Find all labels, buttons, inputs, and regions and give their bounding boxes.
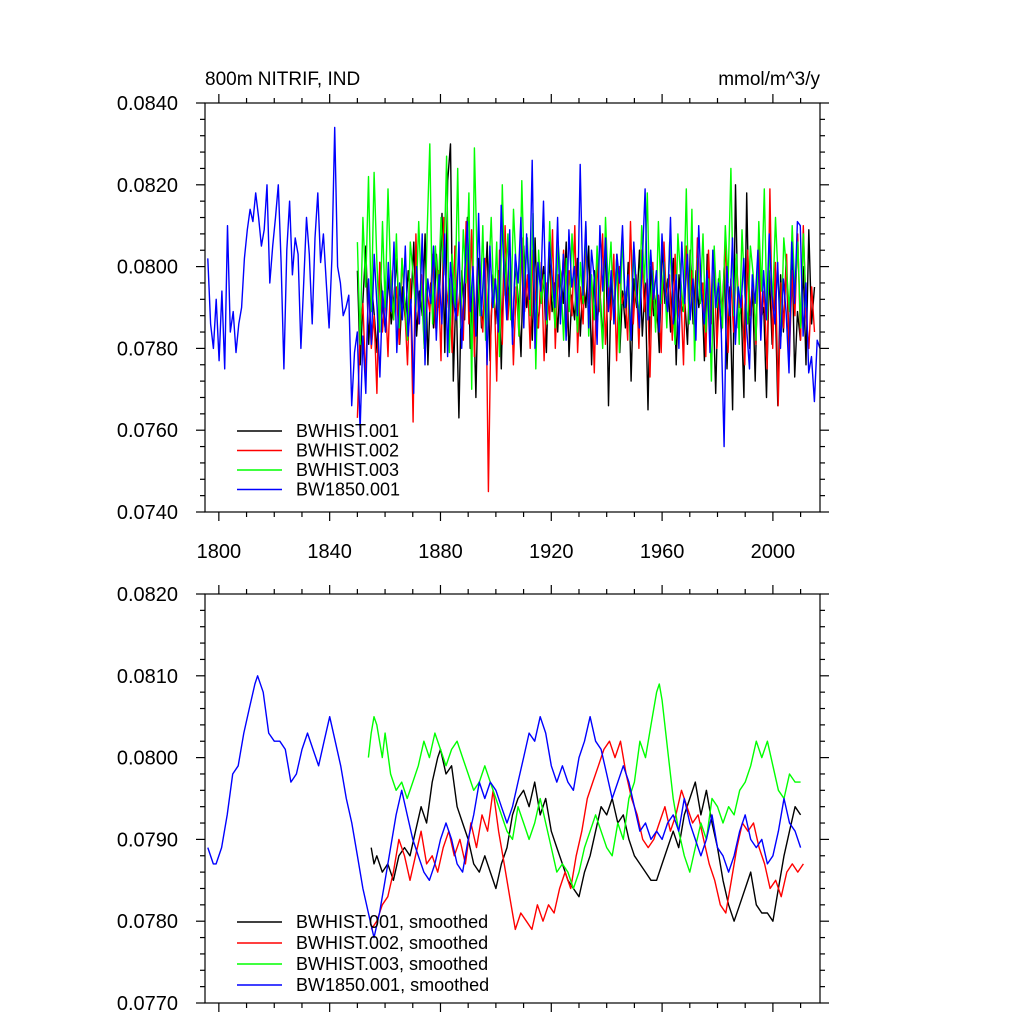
x-tick-label: 1920 bbox=[529, 541, 574, 563]
bottom-panel-nitrif-smoothed: 0.0770 0.0780 0.0790 0.0800 0.0810 0.0820 BWHI… bbox=[117, 584, 829, 1015]
chart-title: 800m NITRIF, IND bbox=[205, 69, 360, 90]
series-line-bwhist-001-smoothed bbox=[370, 748, 802, 922]
y-tick-label: 0.0820 bbox=[117, 175, 178, 197]
x-tick-label: 1960 bbox=[640, 541, 685, 563]
y-tick-label: 0.0780 bbox=[117, 338, 178, 360]
y-tick-label: 0.0780 bbox=[117, 911, 178, 933]
legend-label: BWHIST.003 bbox=[296, 460, 399, 480]
plot-frame bbox=[204, 593, 821, 1004]
series-line-bw1850-001-smoothed bbox=[207, 675, 802, 939]
legend-label: BWHIST.002, smoothed bbox=[296, 933, 488, 953]
legend-label: BW1850.001 bbox=[296, 480, 400, 500]
y-tick-label: 0.0740 bbox=[117, 502, 178, 524]
x-tick-label: 1840 bbox=[307, 541, 352, 563]
legend-label: BWHIST.001, smoothed bbox=[296, 912, 488, 932]
y-tick-label: 0.0840 bbox=[117, 93, 178, 115]
y-tick-label: 0.0820 bbox=[117, 584, 178, 606]
y-tick-label: 0.0800 bbox=[117, 257, 178, 279]
y-tick-label: 0.0810 bbox=[117, 666, 178, 688]
legend-label: BW1850.001, smoothed bbox=[296, 975, 489, 995]
series-line-bwhist-002-smoothed bbox=[370, 740, 804, 931]
plot-frame bbox=[204, 102, 821, 513]
y-tick-label: 0.0760 bbox=[117, 420, 178, 442]
units-label: mmol/m^3/y bbox=[718, 69, 820, 90]
x-tick-label: 2000 bbox=[751, 541, 796, 563]
legend-label: BWHIST.003, smoothed bbox=[296, 954, 488, 974]
y-tick-label: 0.0770 bbox=[117, 993, 178, 1015]
y-tick-label: 0.0790 bbox=[117, 829, 178, 851]
x-tick-label: 1880 bbox=[418, 541, 463, 563]
series-line-bwhist-003 bbox=[356, 143, 807, 390]
legend-label: BWHIST.001 bbox=[296, 421, 399, 441]
series-line-bw1850-001 bbox=[207, 126, 821, 448]
x-tick-label: 1800 bbox=[197, 541, 242, 563]
series-line-bwhist-003-smoothed bbox=[367, 683, 801, 890]
y-tick-label: 0.0800 bbox=[117, 748, 178, 770]
legend-label: BWHIST.002 bbox=[296, 441, 399, 461]
top-panel-nitrif-raw: 1800 1840 1880 1920 1960 2000 0.0740 0.0760 0.07… bbox=[117, 69, 829, 563]
